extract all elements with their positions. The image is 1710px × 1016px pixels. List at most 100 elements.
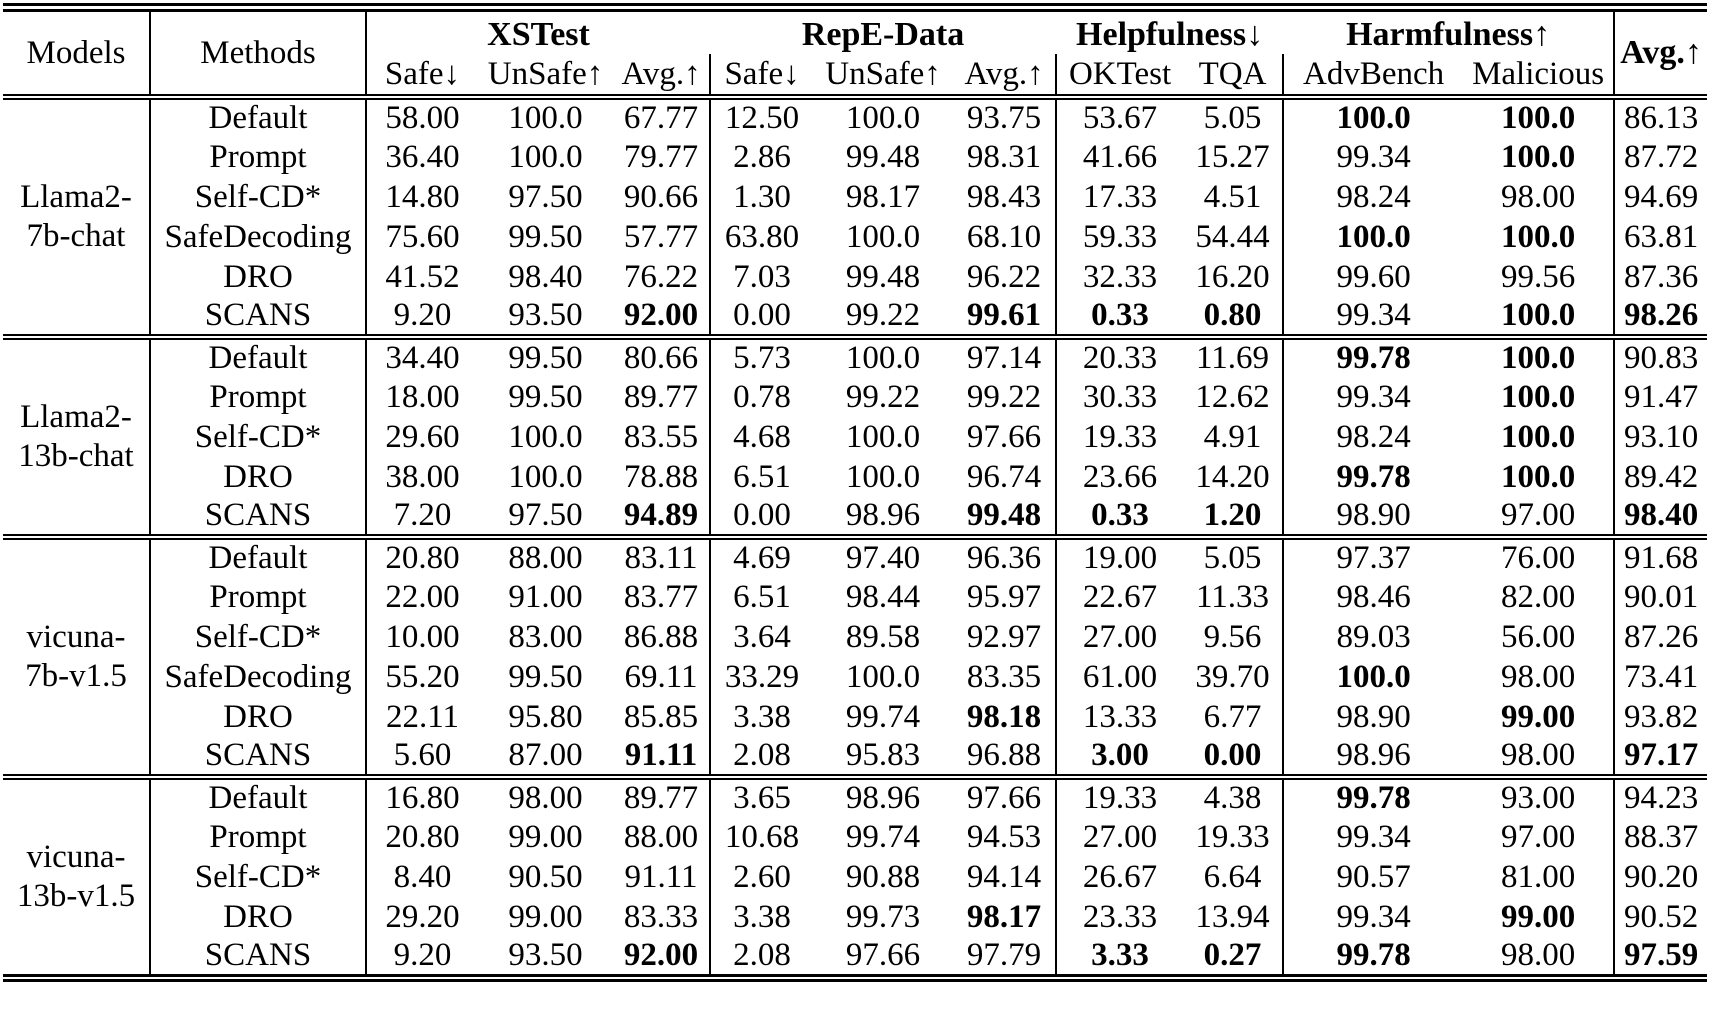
- value-cell: 4.69: [710, 537, 813, 577]
- value-cell: 99.34: [1283, 377, 1463, 417]
- value-cell: 12.50: [710, 97, 813, 137]
- value-text: 6.64: [1203, 858, 1262, 895]
- value-cell: 32.33: [1056, 257, 1183, 297]
- value-text: 86.13: [1623, 100, 1699, 136]
- value-cell: 87.36: [1614, 257, 1707, 297]
- value-text: 94.14: [966, 858, 1042, 895]
- value-text: 100.0: [845, 658, 921, 695]
- value-text: 73.41: [1623, 658, 1699, 695]
- value-cell: 92.00: [613, 297, 712, 337]
- value-cell: 91.47: [1614, 377, 1707, 417]
- value-cell: 88.00: [478, 537, 613, 577]
- value-cell: 99.48: [813, 257, 953, 297]
- value-text: 98.96: [845, 497, 921, 533]
- value-text: 13.94: [1195, 898, 1270, 935]
- value-cell: 98.00: [1463, 937, 1616, 978]
- value-cell: 89.77: [613, 777, 712, 817]
- value-cell: 53.67: [1056, 97, 1183, 137]
- value-text: 97.50: [508, 497, 583, 533]
- value-cell: 41.52: [366, 257, 478, 297]
- value-text: 91.47: [1623, 378, 1699, 415]
- method-label: DRO: [150, 897, 367, 937]
- value-cell: 97.66: [953, 777, 1058, 817]
- value-text: 13.33: [1082, 698, 1158, 737]
- group-header-harmfulness: Harmfulness↑: [1346, 16, 1551, 53]
- value-text: 76.00: [1500, 540, 1576, 576]
- value-text: 6.51: [733, 578, 791, 615]
- value-text: 97.66: [966, 780, 1042, 816]
- value-text: 41.66: [1082, 138, 1158, 175]
- value-text: 83.11: [624, 540, 698, 576]
- value-cell: 97.40: [813, 537, 953, 577]
- value-text: 89.42: [1623, 458, 1699, 495]
- value-text: 93.50: [508, 937, 583, 973]
- value-cell: 100.0: [1463, 297, 1616, 337]
- value-text: 99.00: [1500, 898, 1576, 935]
- value-text: 87.72: [1623, 138, 1699, 175]
- value-cell: 99.50: [478, 657, 613, 697]
- value-text: 96.36: [966, 540, 1042, 576]
- value-text: 100.0: [1500, 378, 1576, 415]
- value-text: 93.75: [966, 100, 1042, 136]
- value-cell: 100.0: [478, 97, 613, 137]
- value-cell: 2.08: [710, 937, 813, 978]
- value-text: 16.80: [385, 780, 460, 816]
- value-text: 99.34: [1336, 898, 1411, 937]
- value-text: 94.53: [966, 818, 1042, 855]
- value-text: 90.50: [508, 858, 583, 895]
- value-cell: 97.00: [1463, 497, 1616, 537]
- value-cell: 0.27: [1183, 937, 1285, 978]
- value-cell: 99.56: [1463, 257, 1616, 297]
- value-cell: 4.91: [1183, 417, 1285, 457]
- table-header: Models Methods XSTest RepE-Data Helpfuln…: [3, 7, 1708, 97]
- value-cell: 100.0: [1463, 97, 1616, 137]
- value-cell: 99.78: [1283, 457, 1463, 497]
- value-cell: 89.42: [1614, 457, 1707, 497]
- value-cell: 96.88: [953, 737, 1058, 777]
- value-text: 87.26: [1623, 618, 1699, 655]
- value-text: 99.22: [845, 378, 921, 415]
- value-cell: 27.00: [1056, 617, 1183, 657]
- table-row: Self-CD* 29.60 100.0 83.55 4.68 100.0 97.66 19.…: [3, 417, 1707, 457]
- value-text: 98.00: [508, 780, 583, 816]
- method-label: SafeDecoding: [150, 217, 367, 257]
- method-label: Prompt: [150, 137, 367, 177]
- value-text: 19.33: [1195, 818, 1270, 855]
- value-cell: 9.56: [1183, 617, 1285, 657]
- value-cell: 61.00: [1056, 657, 1183, 697]
- value-text: 88.37: [1623, 818, 1699, 855]
- value-cell: 99.22: [813, 377, 953, 417]
- value-text: 22.00: [385, 578, 460, 615]
- value-text: 99.50: [508, 378, 583, 415]
- value-text: 54.44: [1195, 218, 1270, 255]
- value-text: 99.34: [1336, 138, 1411, 175]
- value-cell: 97.00: [1463, 817, 1616, 857]
- value-text: 91.11: [624, 737, 698, 773]
- method-label: SCANS: [150, 297, 367, 337]
- value-cell: 100.0: [1463, 217, 1616, 257]
- value-cell: 83.55: [613, 417, 712, 457]
- value-text: 0.33: [1091, 297, 1149, 333]
- value-cell: 7.20: [366, 497, 478, 537]
- table-row: SCANS 5.60 87.00 91.11 2.08 95.83 96.88 3.00 0.0…: [3, 737, 1707, 777]
- value-text: 98.90: [1336, 497, 1411, 533]
- value-cell: 83.33: [613, 897, 712, 937]
- value-text: 100.0: [1500, 340, 1576, 376]
- value-text: 94.69: [1623, 178, 1699, 217]
- table-row: DRO 38.00 100.0 78.88 6.51 100.0 96.74 23.66 14.…: [3, 457, 1707, 497]
- value-cell: 19.33: [1183, 817, 1285, 857]
- value-cell: 90.66: [613, 177, 712, 217]
- value-text: 98.40: [1623, 497, 1699, 533]
- value-text: 19.00: [1082, 540, 1158, 576]
- value-cell: 12.62: [1183, 377, 1285, 417]
- value-text: 99.48: [845, 258, 921, 295]
- value-cell: 17.33: [1056, 177, 1183, 217]
- value-text: 36.40: [385, 138, 460, 175]
- value-cell: 98.40: [478, 257, 613, 297]
- value-cell: 99.78: [1283, 337, 1463, 377]
- value-text: 90.52: [1623, 898, 1699, 935]
- value-text: 22.11: [385, 698, 460, 735]
- value-text: 14.80: [385, 178, 460, 215]
- value-text: 39.70: [1195, 658, 1270, 695]
- value-text: 22.67: [1082, 578, 1158, 615]
